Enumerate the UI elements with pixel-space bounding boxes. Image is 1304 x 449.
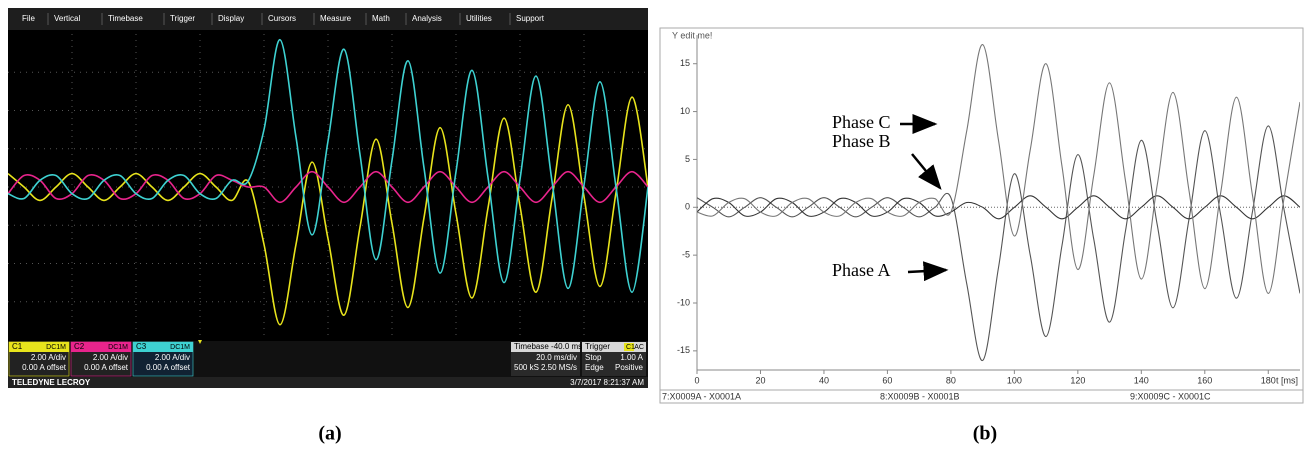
- trigger-type: Edge: [585, 363, 604, 372]
- x-tick-label: 140: [1134, 375, 1149, 385]
- menu-item[interactable]: File: [22, 14, 35, 23]
- channel-name: C1: [12, 342, 23, 351]
- timestamp: 3/7/2017 8:21:37 AM: [570, 378, 644, 387]
- channel-name: C2: [74, 342, 85, 351]
- y-tick-label: 0: [685, 202, 690, 212]
- trigger-slope: Positive: [615, 363, 644, 372]
- menu-item[interactable]: Math: [372, 14, 390, 23]
- x-tick-label: 0: [694, 375, 699, 385]
- channel-coupling: DC1M: [108, 344, 128, 351]
- channel-scale: 2.00 A/div: [155, 353, 190, 362]
- channel-scale: 2.00 A/div: [93, 353, 128, 362]
- y-tick-label: -5: [682, 250, 690, 260]
- trigger-mode: Stop: [585, 353, 602, 362]
- x-tick-label: 160: [1197, 375, 1212, 385]
- menu-item[interactable]: Trigger: [170, 14, 195, 23]
- menu-item[interactable]: Display: [218, 14, 244, 23]
- brand: TELEDYNE LECROY: [12, 378, 91, 387]
- timebase-title: Timebase -40.0 ms: [514, 342, 582, 351]
- channel-coupling: DC1M: [46, 344, 66, 351]
- x-axis-label: t [ms]: [1276, 375, 1298, 385]
- x-tick-label: 100: [1007, 375, 1022, 385]
- x-tick-label: 60: [882, 375, 892, 385]
- menu-item[interactable]: Timebase: [108, 14, 143, 23]
- y-tick-label: -15: [677, 345, 690, 355]
- y-tick-label: 10: [680, 106, 690, 116]
- annotation: Phase B: [832, 131, 891, 151]
- timebase-samples: 500 kS: [514, 363, 539, 372]
- menu-item[interactable]: Measure: [320, 14, 352, 23]
- brand-bar: [8, 377, 648, 388]
- channel-coupling: DC1M: [170, 344, 190, 351]
- annotation: Phase A: [832, 260, 891, 280]
- y-tick-label: 5: [685, 154, 690, 164]
- x-tick-label: 180: [1261, 375, 1276, 385]
- menu-item[interactable]: Cursors: [268, 14, 296, 23]
- x-tick-label: 80: [946, 375, 956, 385]
- legend-entry: 8:X0009B - X0001B: [880, 391, 960, 401]
- panel-label: (a): [318, 423, 341, 445]
- plot-frame: [660, 28, 1303, 403]
- timebase-rate: 2.50 MS/s: [541, 363, 577, 372]
- channel-name: C3: [136, 342, 147, 351]
- timebase-scale: 20.0 ms/div: [536, 353, 577, 362]
- menu-item[interactable]: Utilities: [466, 14, 492, 23]
- legend-entry: 9:X0009C - X0001C: [1130, 391, 1211, 401]
- y-tick-label: -10: [677, 297, 690, 307]
- menu-item[interactable]: Analysis: [412, 14, 442, 23]
- x-tick-label: 40: [819, 375, 829, 385]
- x-tick-label: 20: [755, 375, 765, 385]
- trigger-coupling: AC: [634, 344, 644, 351]
- menu-item[interactable]: Vertical: [54, 14, 80, 23]
- figure: TELEDYNE LECROY 3/7/2017 8:21:37 AM Time…: [0, 0, 1304, 449]
- annotation: Phase C: [832, 112, 891, 132]
- x-tick-label: 120: [1070, 375, 1085, 385]
- menu-item[interactable]: Support: [516, 14, 545, 23]
- y-tick-label: 15: [680, 58, 690, 68]
- channel-offset: 0.00 A offset: [84, 363, 129, 372]
- y-axis-label: Y edit me!: [672, 30, 712, 40]
- trigger-level: 1.00 A: [620, 353, 643, 362]
- channel-offset: 0.00 A offset: [146, 363, 191, 372]
- panel-label: (b): [973, 423, 997, 445]
- channel-offset: 0.00 A offset: [22, 363, 67, 372]
- trigger-title: Trigger: [585, 342, 610, 351]
- legend-entry: 7:X0009A - X0001A: [662, 391, 741, 401]
- channel-scale: 2.00 A/div: [31, 353, 66, 362]
